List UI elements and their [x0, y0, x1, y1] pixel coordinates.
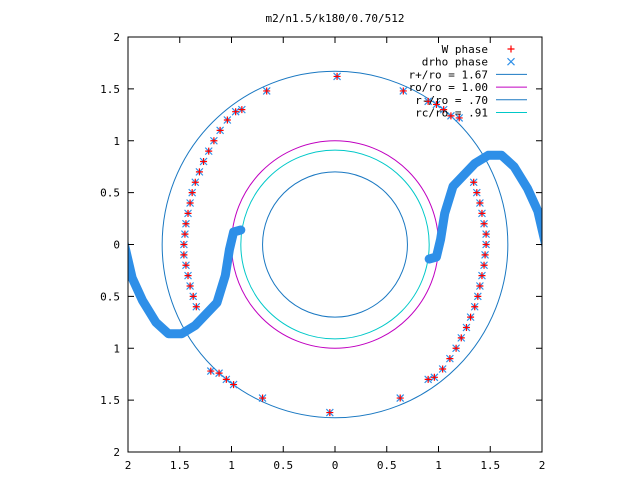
circle-4	[240, 149, 430, 340]
legend-swatch	[507, 45, 515, 53]
data-point	[462, 323, 471, 332]
y-tick-label: 1	[113, 342, 120, 355]
data-point	[455, 114, 464, 122]
data-point	[473, 292, 482, 301]
circle-1	[161, 70, 509, 419]
reference-circles	[161, 70, 509, 419]
axis-ticks: 2 1.5 1 0.5 0 0.5 1 1.5 221.510.500.511.52	[100, 31, 545, 472]
x-tick-label: 1.5	[480, 459, 500, 472]
data-point	[222, 375, 231, 384]
y-tick-label: 0	[113, 239, 120, 252]
legend-label: drho phase	[422, 56, 488, 69]
y-tick-label: 2	[113, 446, 120, 459]
data-point	[430, 373, 439, 382]
data-point	[184, 271, 192, 280]
data-point	[186, 199, 195, 207]
data-point	[470, 302, 479, 311]
data-point	[179, 250, 188, 259]
data-point	[439, 105, 448, 114]
x-tick-label: 1	[435, 459, 442, 472]
spiral-arm-1	[128, 225, 246, 339]
x-tick-label: 0	[332, 459, 339, 472]
data-point	[206, 367, 215, 375]
data-point	[223, 116, 232, 124]
y-tick-label: 2	[113, 31, 120, 44]
data-point	[396, 394, 405, 402]
data-point	[424, 97, 433, 106]
legend-label: r+/ro = 1.67	[409, 68, 488, 81]
x-tick-label: 2	[125, 459, 132, 472]
data-point	[191, 178, 200, 187]
x-tick-label: 0.5	[377, 459, 397, 472]
data-point	[432, 100, 441, 109]
data-point	[480, 261, 488, 270]
data-point	[445, 354, 454, 363]
spiral-arms	[128, 150, 542, 339]
data-point	[189, 292, 198, 301]
data-point	[229, 380, 238, 389]
x-tick-label: 2	[539, 459, 546, 472]
data-point	[204, 147, 213, 156]
data-point	[181, 230, 189, 239]
data-point	[480, 219, 488, 228]
data-point	[481, 250, 489, 259]
data-point	[472, 188, 481, 197]
x-tick-label: 0.5	[273, 459, 293, 472]
data-point	[199, 157, 208, 166]
data-point	[186, 282, 195, 290]
data-point	[184, 209, 192, 218]
y-tick-label: 1.5	[100, 83, 120, 96]
legend-label: ro/ro = 1.00	[409, 81, 488, 94]
data-point	[469, 178, 478, 187]
data-point	[424, 375, 433, 384]
y-tick-label: 0.5	[100, 290, 120, 303]
x-tick-label: 1.5	[170, 459, 190, 472]
legend-swatch	[507, 57, 515, 66]
data-point	[478, 271, 486, 280]
data-point	[475, 282, 484, 290]
legend-label: W phase	[442, 43, 488, 56]
data-point	[216, 126, 225, 135]
data-point	[466, 313, 475, 322]
data-point	[482, 240, 491, 249]
y-tick-label: 0.5	[100, 187, 120, 200]
data-point	[333, 72, 341, 81]
x-tick-label: 1	[228, 459, 235, 472]
data-point	[258, 394, 267, 402]
data-point	[478, 209, 486, 218]
data-point	[399, 87, 408, 95]
data-point	[237, 105, 246, 114]
data-point	[179, 240, 188, 249]
data-point	[482, 230, 491, 239]
y-tick-label: 1	[113, 135, 120, 148]
data-point	[192, 302, 201, 311]
data-point	[262, 87, 271, 95]
data-point	[438, 365, 447, 373]
legend-label: r-/ro = .70	[415, 94, 488, 107]
data-point	[188, 188, 197, 197]
data-point	[325, 408, 334, 417]
data-point	[195, 167, 204, 176]
data-point	[475, 199, 484, 207]
data-point	[182, 219, 190, 228]
data-point	[446, 111, 455, 120]
data-point	[209, 136, 218, 145]
legend-label: rc/ro = .91	[415, 107, 488, 120]
data-point	[452, 344, 461, 353]
data-point	[215, 369, 224, 378]
data-point	[231, 107, 240, 116]
data-point	[182, 261, 190, 270]
chart-title: m2/n1.5/k180/0.70/512	[265, 12, 404, 25]
y-tick-label: 1.5	[100, 394, 120, 407]
circle-3	[262, 171, 408, 318]
scatter-points	[179, 72, 491, 417]
data-point	[457, 333, 466, 342]
spiral-arm-2	[424, 150, 542, 264]
